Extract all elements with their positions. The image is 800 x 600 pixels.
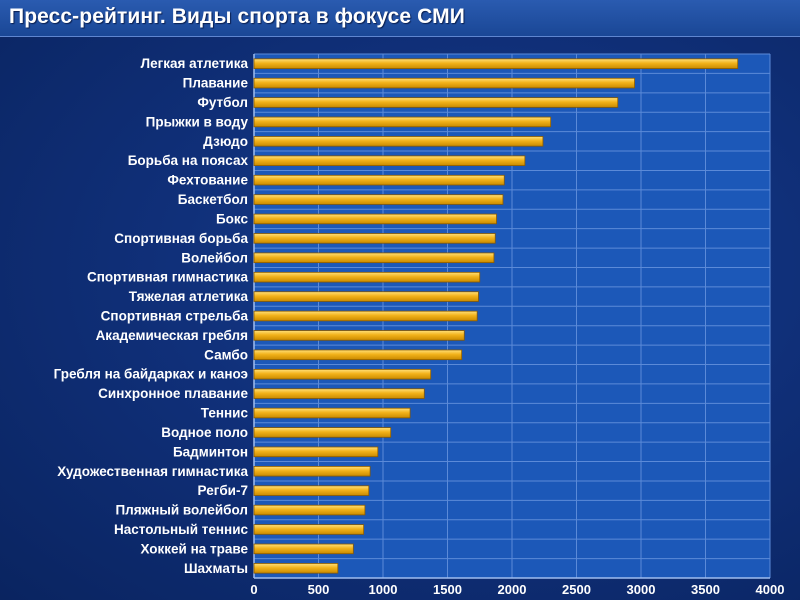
category-label: Баскетбол: [178, 192, 248, 207]
category-label: Легкая атлетика: [141, 56, 249, 71]
bar: [253, 252, 495, 264]
bar: [253, 77, 635, 89]
category-label: Самбо: [204, 347, 248, 362]
bar: [253, 136, 544, 147]
chart-title: Пресс-рейтинг. Виды спорта в фокусе СМИ: [9, 5, 465, 28]
bar: [253, 349, 463, 361]
bar: [253, 97, 619, 108]
bar: [253, 427, 392, 438]
x-tick-label: 0: [250, 582, 257, 597]
bar: [253, 194, 504, 205]
category-label: Фехтование: [167, 173, 248, 188]
category-label: Бокс: [216, 211, 249, 226]
category-label: Синхронное плавание: [98, 386, 248, 401]
category-label: Художественная гимнастика: [57, 464, 248, 479]
category-label: Прыжки в воду: [146, 114, 249, 129]
bar: [253, 116, 552, 128]
bar: [253, 524, 365, 535]
category-label: Водное поло: [161, 425, 248, 440]
bar: [253, 466, 371, 477]
x-tick-label: 500: [308, 582, 330, 597]
bar: [253, 485, 370, 496]
bar: [253, 368, 432, 380]
category-label: Шахматы: [184, 561, 248, 576]
category-label: Теннис: [201, 406, 249, 421]
x-tick-label: 3500: [691, 582, 720, 597]
x-tick-label: 3000: [627, 582, 656, 597]
category-label: Спортивная гимнастика: [87, 270, 248, 285]
category-label: Спортивная борьба: [114, 231, 248, 246]
category-label: Бадминтон: [173, 444, 248, 459]
bar: [253, 330, 465, 341]
bar: [253, 213, 497, 225]
category-label: Настольный теннис: [114, 522, 248, 537]
bar: [253, 446, 379, 458]
category-label: Футбол: [197, 95, 248, 110]
bar: [253, 543, 354, 555]
bar: [253, 407, 411, 419]
x-tick-label: 2000: [498, 582, 527, 597]
bar: [253, 388, 425, 399]
bar: [253, 58, 739, 69]
bar: [253, 174, 505, 186]
title-bar: Пресс-рейтинг. Виды спорта в фокусе СМИ: [0, 0, 800, 37]
category-label: Регби-7: [198, 483, 248, 498]
category-label: Гребля на байдарках и каноэ: [54, 367, 248, 382]
x-tick-label: 2500: [562, 582, 591, 597]
bar: [253, 233, 496, 244]
category-label: Пляжный волейбол: [115, 503, 248, 518]
category-label: Хоккей на траве: [140, 541, 248, 556]
x-tick-label: 1000: [369, 582, 398, 597]
category-label: Волейбол: [181, 250, 248, 265]
bar: [253, 563, 339, 574]
bar: [253, 310, 478, 322]
bar: [253, 271, 481, 283]
category-label: Плавание: [183, 76, 249, 91]
category-label: Тяжелая атлетика: [129, 289, 249, 304]
category-label: Борьба на поясах: [128, 153, 249, 168]
x-tick-label: 4000: [756, 582, 785, 597]
bar: [253, 504, 366, 516]
category-label: Дзюдо: [203, 134, 248, 149]
category-label: Спортивная стрельба: [101, 309, 249, 324]
bar: [253, 155, 526, 166]
x-tick-label: 1500: [433, 582, 462, 597]
category-label: Академическая гребля: [96, 328, 248, 343]
bar: [253, 291, 479, 302]
